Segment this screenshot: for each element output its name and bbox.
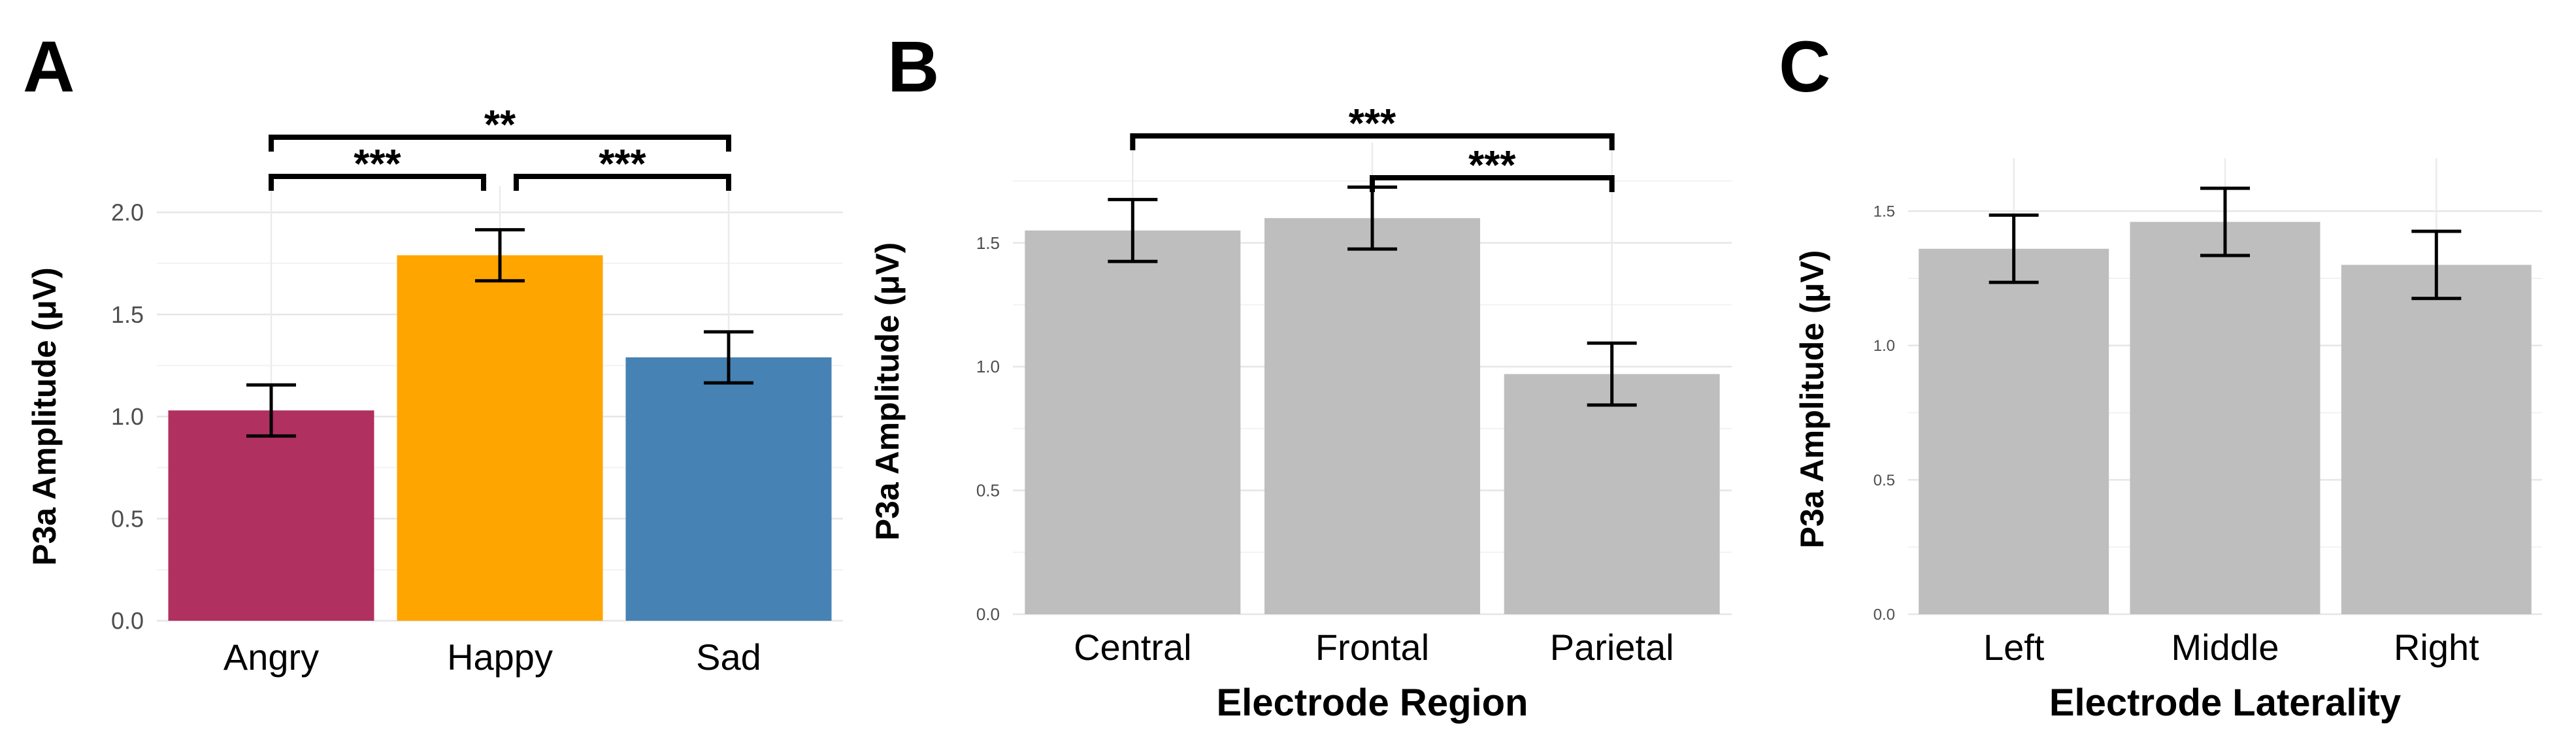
panel-a-y-axis-label: P3a Amplitude (μV): [26, 267, 63, 566]
panel-b-y-tick-label: 0.0: [976, 604, 1000, 624]
panel-c-bar-right: [2341, 265, 2532, 614]
panel-c-x-axis-label: Electrode Laterality: [2049, 682, 2401, 724]
panel-a-y-tick-label: 2.0: [111, 199, 144, 226]
panel-b-bar-central: [1025, 230, 1241, 614]
panel-c-x-tick-label: Right: [2394, 627, 2479, 668]
panel-b-significance-bracket: [1130, 133, 1615, 150]
panel-c-y-tick-label: 0.5: [1874, 472, 1895, 489]
panel-a-bar-angry: [168, 410, 374, 621]
panel-b-y-tick-label: 1.5: [976, 233, 1000, 253]
panel-b-x-tick-label: Parietal: [1550, 627, 1674, 668]
panel-a: A: [23, 27, 74, 107]
panel-c-y-tick-label: 0.0: [1874, 606, 1895, 623]
panel-b: B: [887, 27, 939, 107]
panel-c-y-tick-label: 1.5: [1874, 203, 1895, 221]
panel-b-y-tick-label: 1.0: [976, 357, 1000, 376]
panel-a-x-tick-label: Sad: [696, 636, 761, 678]
panel-a-letter: A: [23, 27, 74, 107]
panel-c: C: [1779, 27, 1830, 107]
panel-b-significance-label: ***: [1349, 101, 1396, 146]
panel-a-bar-happy: [397, 255, 603, 621]
panel-a-significance-label: ***: [354, 142, 401, 187]
panel-b-significance-label: ***: [1468, 143, 1516, 188]
panel-a-significance-label: **: [484, 103, 516, 148]
panel-a-x-tick-label: Angry: [223, 636, 319, 678]
panel-a-significance-bracket: [514, 174, 731, 191]
panel-c-x-tick-label: Middle: [2171, 627, 2279, 668]
panel-c-bar-left: [1919, 248, 2109, 614]
panel-a-y-tick-label: 1.0: [111, 403, 144, 430]
panel-c-letter: C: [1779, 27, 1830, 107]
panel-b-bar-frontal: [1264, 218, 1480, 614]
panel-a-y-tick-label: 1.5: [111, 301, 144, 328]
panel-a-y-tick-label: 0.0: [111, 608, 144, 634]
panel-b-y-tick-label: 0.5: [976, 481, 1000, 501]
panel-b-y-axis-label: P3a Amplitude (μV): [869, 242, 906, 541]
panel-c-y-axis-label: P3a Amplitude (μV): [1794, 250, 1830, 549]
panel-c-y-tick-label: 1.0: [1874, 337, 1895, 355]
panel-a-bar-sad: [625, 357, 832, 621]
panel-b-x-tick-label: Frontal: [1315, 627, 1429, 668]
panel-a-y-tick-label: 0.5: [111, 505, 144, 532]
panel-b-letter: B: [887, 27, 939, 107]
panel-c-bar-middle: [2130, 222, 2320, 614]
panel-c-x-tick-label: Left: [1983, 627, 2045, 668]
panel-a-significance-bracket: [269, 174, 486, 191]
panel-a-x-tick-label: Happy: [447, 636, 553, 678]
panel-b-significance-bracket: [1370, 175, 1615, 192]
panel-a-significance-bracket: [269, 135, 731, 152]
panel-a-significance-label: ***: [599, 142, 646, 187]
panel-b-x-tick-label: Central: [1074, 627, 1192, 668]
panel-b-bar-parietal: [1504, 374, 1720, 614]
panel-b-x-axis-label: Electrode Region: [1217, 682, 1528, 724]
